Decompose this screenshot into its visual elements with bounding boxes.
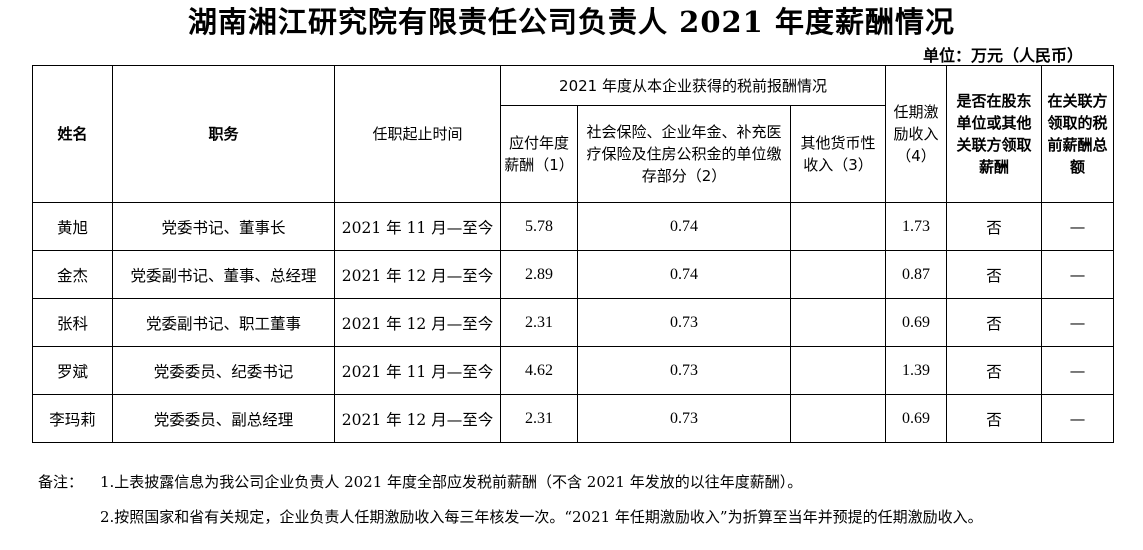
cell-name: 李玛莉 bbox=[32, 394, 113, 443]
cell-salary: 2.31 bbox=[500, 298, 578, 347]
header-name: 姓名 bbox=[32, 65, 113, 203]
cell-position: 党委委员、纪委书记 bbox=[112, 346, 335, 395]
unit-label: 单位：万元（人民币） bbox=[922, 46, 1083, 65]
cell-insurance: 0.73 bbox=[577, 298, 791, 347]
cell-insurance: 0.73 bbox=[577, 346, 791, 395]
header-term: 任职起止时间 bbox=[334, 65, 501, 203]
cell-incentive: 0.69 bbox=[885, 394, 948, 443]
cell-salary: 5.78 bbox=[500, 202, 578, 251]
cell-related: — bbox=[1041, 298, 1115, 347]
cell-incentive: 0.69 bbox=[885, 298, 948, 347]
cell-term: 2021 年 11 月—至今 bbox=[334, 202, 501, 251]
cell-name: 罗斌 bbox=[32, 346, 113, 395]
cell-related: — bbox=[1041, 202, 1115, 251]
page-title: 湖南湘江研究院有限责任公司负责人 2021 年度薪酬情况 bbox=[188, 5, 955, 39]
table-row: 黄旭 党委书记、董事长 2021 年 11 月—至今 5.78 0.74 1.7… bbox=[32, 202, 1115, 251]
cell-other bbox=[789, 346, 887, 395]
cell-term: 2021 年 12 月—至今 bbox=[334, 298, 501, 347]
cell-other bbox=[789, 298, 887, 347]
cell-related: — bbox=[1041, 394, 1115, 443]
cell-name: 金杰 bbox=[32, 250, 113, 299]
cell-related: — bbox=[1041, 250, 1115, 299]
cell-name: 张科 bbox=[32, 298, 113, 347]
table-row: 张科 党委副书记、职工董事 2021 年 12 月—至今 2.31 0.73 0… bbox=[32, 298, 1115, 347]
cell-insurance: 0.74 bbox=[577, 250, 791, 299]
header-other-income: 其他货币性收入（3） bbox=[789, 105, 887, 203]
cell-other bbox=[789, 202, 887, 251]
cell-shareholder: 否 bbox=[946, 250, 1043, 299]
cell-incentive: 1.39 bbox=[885, 346, 948, 395]
note-item: 2.按照国家和省有关规定，企业负责人任期激励收入每三年核发一次。“2021 年任… bbox=[38, 500, 983, 535]
header-shareholder-pay: 是否在股东单位或其他关联方领取薪酬 bbox=[946, 65, 1043, 203]
compensation-table: 姓名 职务 任职起止时间 2021 年度从本企业获得的税前报酬情况 任期激励收入… bbox=[32, 65, 1115, 443]
cell-salary: 4.62 bbox=[500, 346, 578, 395]
note-text: 2.按照国家和省有关规定，企业负责人任期激励收入每三年核发一次。“2021 年任… bbox=[100, 508, 983, 526]
cell-position: 党委书记、董事长 bbox=[112, 202, 335, 251]
header-annual-salary: 应付年度薪酬（1） bbox=[500, 105, 578, 203]
notes: 备注： 1.上表披露信息为我公司企业负责人 2021 年度全部应发税前薪酬（不含 … bbox=[38, 465, 983, 535]
note-item: 备注： 1.上表披露信息为我公司企业负责人 2021 年度全部应发税前薪酬（不含 … bbox=[38, 465, 983, 500]
header-insurance: 社会保险、企业年金、补充医疗保险及住房公积金的单位缴存部分（2） bbox=[577, 105, 791, 203]
cell-shareholder: 否 bbox=[946, 202, 1043, 251]
table-row: 金杰 党委副书记、董事、总经理 2021 年 12 月—至今 2.89 0.74… bbox=[32, 250, 1115, 299]
cell-shareholder: 否 bbox=[946, 346, 1043, 395]
cell-position: 党委副书记、职工董事 bbox=[112, 298, 335, 347]
cell-name: 黄旭 bbox=[32, 202, 113, 251]
cell-position: 党委委员、副总经理 bbox=[112, 394, 335, 443]
cell-salary: 2.31 bbox=[500, 394, 578, 443]
header-related-total: 在关联方领取的税前薪酬总额 bbox=[1041, 65, 1115, 203]
cell-other bbox=[789, 394, 887, 443]
cell-other bbox=[789, 250, 887, 299]
header-pretax-group: 2021 年度从本企业获得的税前报酬情况 bbox=[499, 65, 887, 106]
cell-shareholder: 否 bbox=[946, 298, 1043, 347]
cell-term: 2021 年 11 月—至今 bbox=[334, 346, 501, 395]
table-row: 李玛莉 党委委员、副总经理 2021 年 12 月—至今 2.31 0.73 0… bbox=[32, 394, 1115, 443]
header-position: 职务 bbox=[112, 65, 335, 203]
table-row: 罗斌 党委委员、纪委书记 2021 年 11 月—至今 4.62 0.73 1.… bbox=[32, 346, 1115, 395]
cell-insurance: 0.73 bbox=[577, 394, 791, 443]
cell-shareholder: 否 bbox=[946, 394, 1043, 443]
cell-insurance: 0.74 bbox=[577, 202, 791, 251]
cell-incentive: 0.87 bbox=[885, 250, 948, 299]
cell-position: 党委副书记、董事、总经理 bbox=[112, 250, 335, 299]
note-text: 1.上表披露信息为我公司企业负责人 2021 年度全部应发税前薪酬（不含 202… bbox=[100, 473, 803, 491]
header-incentive: 任期激励收入（4） bbox=[885, 65, 948, 203]
cell-term: 2021 年 12 月—至今 bbox=[334, 394, 501, 443]
notes-label: 备注： bbox=[38, 473, 84, 491]
cell-related: — bbox=[1041, 346, 1115, 395]
cell-term: 2021 年 12 月—至今 bbox=[334, 250, 501, 299]
cell-salary: 2.89 bbox=[500, 250, 578, 299]
cell-incentive: 1.73 bbox=[885, 202, 948, 251]
